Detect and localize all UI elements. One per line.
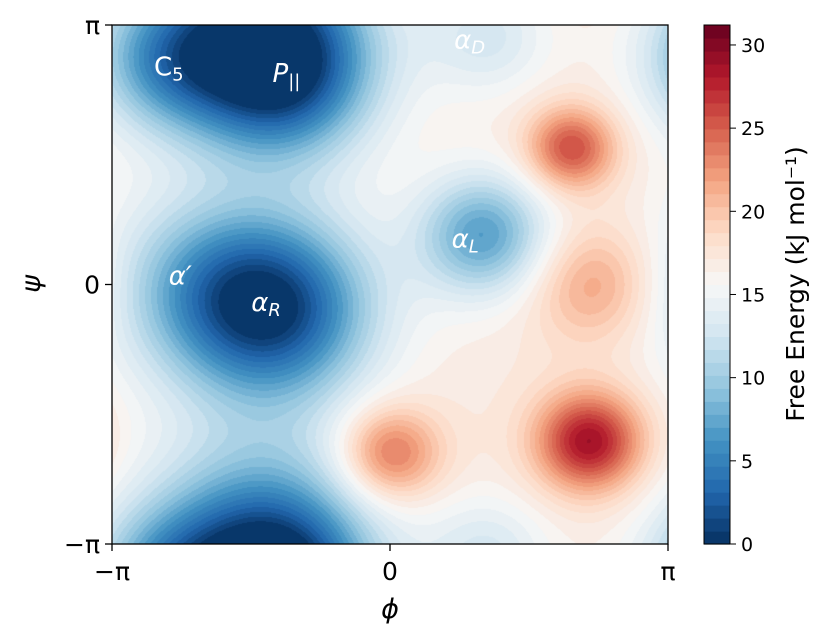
plot-area: C5 P|| α′ αR αL αD <box>111 24 669 545</box>
colorbar-band <box>704 479 730 493</box>
region-label-alpha-d: αD <box>454 25 485 58</box>
colorbar-band <box>704 128 730 143</box>
colorbar-tick-label: 10 <box>741 368 765 390</box>
colorbar-band <box>704 427 730 441</box>
x-axis: −π 0 π <box>94 544 676 586</box>
colorbar-band <box>704 50 730 65</box>
region-label-p-parallel: P|| <box>273 59 301 92</box>
y-tick-label: π <box>85 11 100 40</box>
region-label-alpha-l: αL <box>452 224 479 257</box>
colorbar-band <box>704 193 730 208</box>
colorbar-tick-label: 25 <box>741 118 765 140</box>
colorbar-band <box>704 63 730 78</box>
colorbar-band <box>704 310 730 325</box>
y-tick-label: −π <box>64 530 100 559</box>
colorbar-band <box>704 505 730 519</box>
x-tick-label: −π <box>94 557 130 586</box>
region-label-alpha-prime: α′ <box>169 262 192 292</box>
colorbar-band <box>704 466 730 480</box>
colorbar-band <box>704 492 730 506</box>
colorbar-band <box>704 349 730 363</box>
colorbar-band <box>704 284 730 299</box>
colorbar-tick-label: 30 <box>741 35 765 57</box>
colorbar-band <box>704 388 730 402</box>
x-tick-label: 0 <box>382 557 398 586</box>
colorbar-label: Free Energy (kJ mol⁻¹) <box>781 146 810 422</box>
colorbar-band <box>704 531 730 545</box>
colorbar-bands <box>704 25 730 545</box>
colorbar-band <box>704 440 730 454</box>
colorbar-band <box>704 102 730 117</box>
colorbar-band <box>704 206 730 221</box>
colorbar-band <box>704 518 730 532</box>
colorbar-band <box>704 25 730 39</box>
colorbar-band <box>704 37 730 52</box>
region-label-alpha-r: αR <box>251 288 281 321</box>
colorbar-band <box>704 76 730 91</box>
region-annotations: C5 P|| α′ αR αL αD <box>154 25 485 321</box>
x-tick-label: π <box>660 557 675 586</box>
colorbar-band <box>704 141 730 156</box>
region-label-c5: C5 <box>154 53 184 86</box>
colorbar-band <box>704 271 730 286</box>
colorbar-band <box>704 219 730 234</box>
colorbar-band <box>704 232 730 247</box>
x-axis-label: ϕ <box>381 594 399 625</box>
colorbar-band <box>704 115 730 130</box>
heatmap-image <box>112 25 668 544</box>
colorbar-band <box>704 167 730 182</box>
colorbar-band <box>704 453 730 467</box>
colorbar-band <box>704 297 730 312</box>
colorbar-tick-label: 20 <box>741 201 765 223</box>
colorbar-band <box>704 362 730 376</box>
colorbar-band <box>704 414 730 428</box>
colorbar-band <box>704 180 730 195</box>
colorbar-band <box>704 401 730 415</box>
y-axis-label: ψ <box>16 274 47 293</box>
colorbar-ticks: 0 5 10 15 20 25 30 <box>730 35 765 556</box>
colorbar: 0 5 10 15 20 25 30 Free Energy (kJ mol⁻¹) <box>703 24 810 556</box>
colorbar-band <box>704 154 730 169</box>
colorbar-band <box>704 245 730 260</box>
colorbar-tick-label: 0 <box>741 534 753 556</box>
colorbar-frame <box>703 24 731 545</box>
colorbar-band <box>704 375 730 389</box>
colorbar-band <box>704 89 730 104</box>
colorbar-tick-label: 15 <box>741 284 765 306</box>
y-tick-label: 0 <box>84 271 100 300</box>
y-axis: −π 0 π <box>64 11 112 559</box>
colorbar-tick-label: 5 <box>741 451 753 473</box>
colorbar-band <box>704 258 730 273</box>
colorbar-band <box>704 323 730 337</box>
colorbar-band <box>704 336 730 350</box>
